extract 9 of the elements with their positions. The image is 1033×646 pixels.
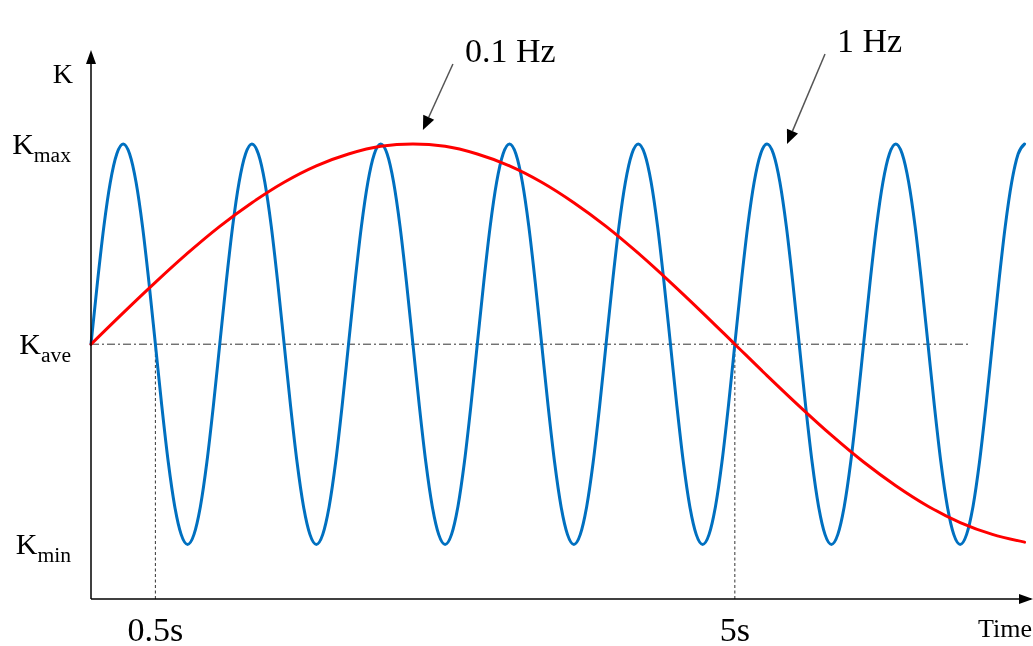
text: K$_{max}$ <box>12 127 72 168</box>
text: 1 Hz <box>837 22 903 59</box>
text: K$_{ave}$ <box>19 327 71 368</box>
y-axis-title: K <box>52 58 73 89</box>
text: 0.1 Hz <box>464 32 556 69</box>
x-tick-label: 0.5s <box>127 611 184 646</box>
x-axis-title: Time <box>978 614 1032 643</box>
x-tick-label: 5s <box>719 611 750 646</box>
text: K$_{min}$ <box>15 527 72 568</box>
